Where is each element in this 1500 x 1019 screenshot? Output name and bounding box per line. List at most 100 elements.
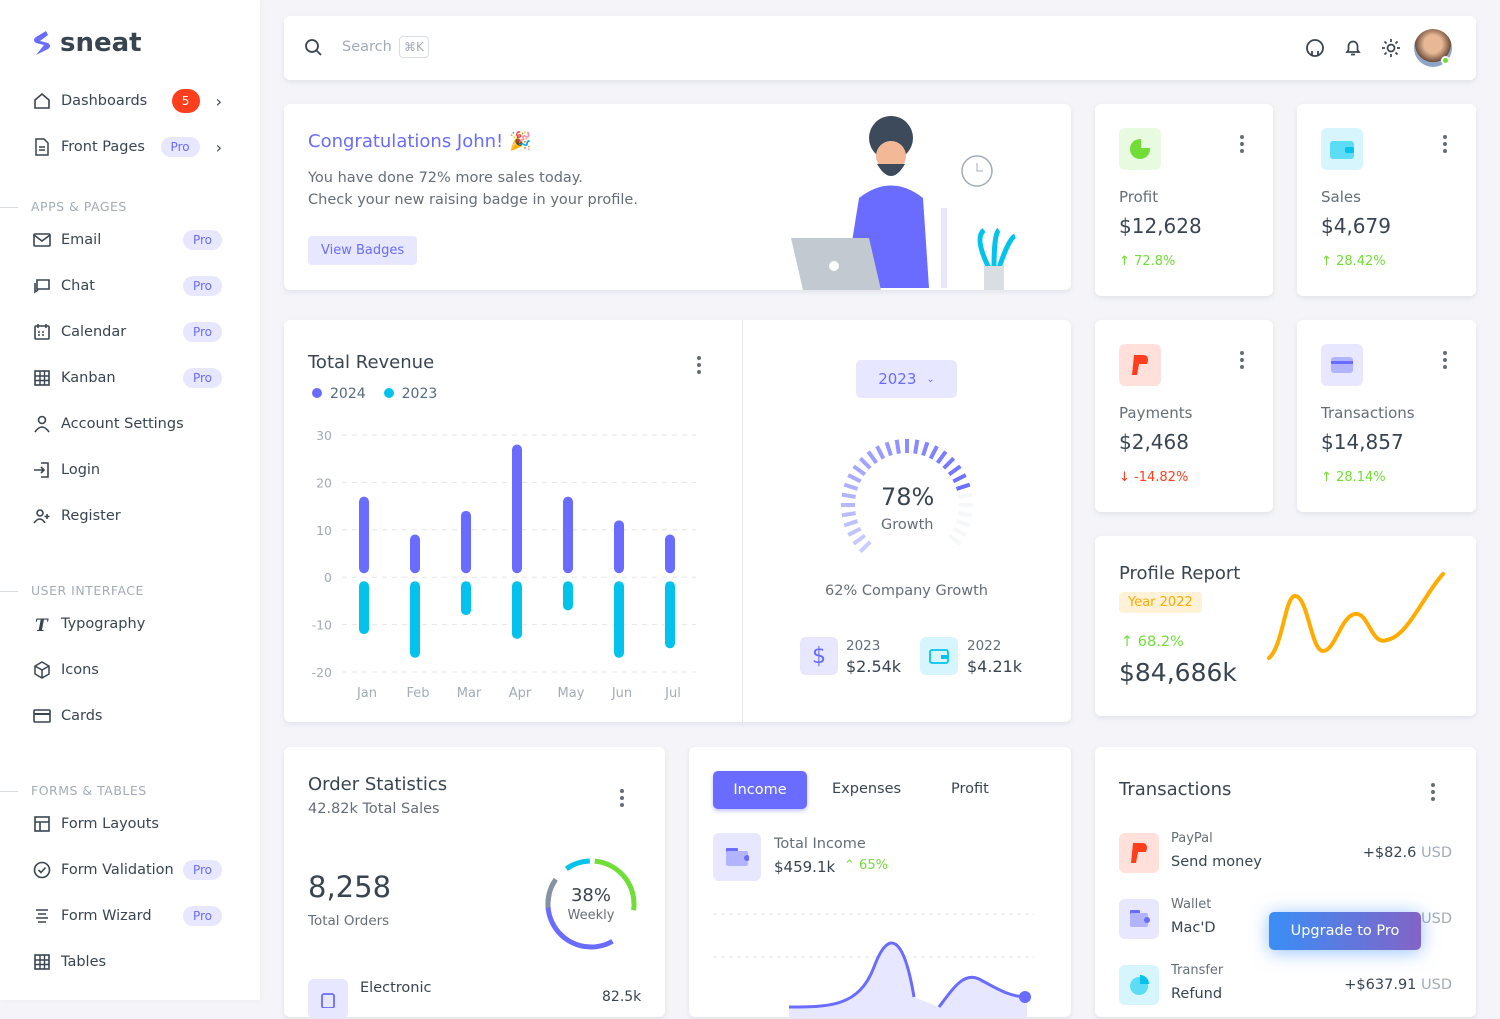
sidebar-item-form-validation[interactable]: Form Validation Pro — [32, 855, 222, 885]
stat-change-value: -14.82% — [1134, 470, 1189, 485]
sidebar-item-label: Tables — [61, 954, 107, 970]
growth-label: Growth — [881, 517, 934, 533]
income-label: Total Income — [774, 836, 866, 852]
top-navbar: Search ⌘K — [284, 16, 1476, 80]
sidebar-item-login[interactable]: Login — [32, 455, 222, 485]
wallet-icon — [1321, 128, 1363, 170]
stat-card-transactions: Transactions $14,857 ↑ 28.14% — [1297, 320, 1476, 512]
stat-change: ↑ 28.14% — [1321, 470, 1386, 485]
sidebar-item-label: Email — [61, 232, 102, 248]
paypal-icon — [1119, 344, 1161, 386]
more-options-icon[interactable] — [1443, 351, 1447, 369]
sidebar-item-kanban[interactable]: Kanban Pro — [32, 363, 222, 393]
pro-badge: Pro — [182, 276, 222, 296]
income-change: ⌃ 65% — [844, 858, 888, 873]
tab-expenses[interactable]: Expenses — [832, 781, 902, 797]
online-status-dot — [1441, 56, 1450, 65]
profile-value: $84,686k — [1119, 658, 1237, 687]
revenue-bar-chart: 30 20 10 0 -10 -20 Jan Feb Mar Apr May Jun Jul — [312, 428, 696, 701]
gauge-segment — [928, 445, 939, 460]
sneat-logo-icon — [34, 31, 50, 55]
sidebar-item-form-wizard[interactable]: Form Wizard Pro — [32, 901, 222, 931]
category-value: 82.5k — [602, 989, 642, 1005]
tab-profit[interactable]: Profit — [951, 781, 989, 797]
gauge-segment — [858, 540, 872, 554]
transaction-amount: USD — [1421, 911, 1452, 927]
sidebar-item-email[interactable]: Email Pro — [32, 225, 222, 255]
profile-report-card: Profile Report Year 2022 ↑ 68.2% $84,686… — [1095, 536, 1476, 716]
sidebar-item-label: Login — [61, 462, 101, 478]
more-options-icon[interactable] — [1240, 351, 1244, 369]
year-badge: Year 2022 — [1119, 592, 1202, 613]
search-input[interactable]: Search — [342, 39, 392, 55]
more-options-icon[interactable] — [1240, 135, 1244, 153]
y-tick-label: 0 — [324, 570, 332, 585]
sidebar-item-register[interactable]: Register — [32, 501, 222, 531]
section-header-forms-tables: FORMS & TABLES — [0, 783, 147, 798]
sidebar-item-dashboards[interactable]: Dashboards 5 › — [32, 86, 222, 116]
weekly-donut-chart — [545, 858, 637, 950]
y-tick-label: -20 — [312, 665, 332, 680]
bell-icon[interactable] — [1343, 38, 1363, 58]
divider — [742, 320, 743, 722]
stat-label: Payments — [1119, 404, 1193, 422]
sidebar-item-label: Typography — [61, 616, 146, 632]
summary-year: 2023 — [846, 638, 881, 654]
more-options-icon[interactable] — [620, 789, 624, 807]
growth-percent: 78% — [881, 483, 935, 511]
x-tick-label: Jan — [356, 686, 377, 701]
gauge-segment — [858, 456, 872, 470]
sidebar-item-chat[interactable]: Chat Pro — [32, 271, 222, 301]
more-options-icon[interactable] — [1443, 135, 1447, 153]
github-icon[interactable] — [1305, 38, 1325, 58]
summary-value: $4.21k — [967, 657, 1023, 676]
stat-label: Sales — [1321, 188, 1361, 206]
section-header-apps-pages: APPS & PAGES — [0, 199, 127, 214]
year-select-dropdown[interactable]: 2023 ⌄ — [856, 360, 957, 398]
sidebar-item-form-layouts[interactable]: Form Layouts — [32, 809, 222, 839]
arrow-up-icon: ↑ — [1321, 254, 1332, 269]
transaction-amount: +$637.91 USD — [1344, 977, 1452, 993]
more-options-icon[interactable] — [697, 356, 701, 374]
user-plus-icon — [32, 506, 52, 526]
calendar-icon — [32, 322, 52, 342]
sidebar-item-icons[interactable]: Icons — [32, 655, 222, 685]
gauge-segment — [843, 519, 859, 528]
sidebar-item-calendar[interactable]: Calendar Pro — [32, 317, 222, 347]
search-icon[interactable] — [304, 38, 324, 58]
sidebar-item-front-pages[interactable]: Front Pages Pro › — [32, 132, 222, 162]
sidebar-item-label: Chat — [61, 278, 95, 294]
arrow-up-icon: ↑ — [1321, 470, 1332, 485]
income-area-chart — [713, 913, 1034, 1017]
amount-value: +$82.6 — [1362, 845, 1417, 861]
pro-badge: Pro — [160, 137, 200, 157]
summary-value: $2.54k — [846, 657, 902, 676]
sidebar-item-typography[interactable]: T Typography — [32, 609, 222, 639]
chat-icon — [32, 276, 52, 296]
more-options-icon[interactable] — [1431, 783, 1435, 801]
upgrade-to-pro-button[interactable]: Upgrade to Pro — [1269, 912, 1421, 950]
view-badges-button[interactable]: View Badges — [308, 236, 418, 265]
y-tick-label: 30 — [316, 428, 332, 443]
sidebar-item-account-settings[interactable]: Account Settings — [32, 409, 222, 439]
brand-logo[interactable]: sneat — [32, 28, 142, 58]
stat-value: $14,857 — [1321, 430, 1404, 454]
sidebar-item-label: Cards — [61, 708, 103, 724]
chevron-right-icon: › — [215, 91, 222, 111]
tab-income[interactable]: Income — [713, 771, 807, 809]
paypal-icon — [1119, 833, 1159, 873]
sidebar-item-cards[interactable]: Cards — [32, 701, 222, 731]
wallet-icon — [713, 833, 761, 881]
gauge-segment — [921, 441, 930, 457]
stat-change: ↓ -14.82% — [1119, 470, 1188, 485]
user-icon — [32, 414, 52, 434]
wallet-icon — [920, 637, 958, 675]
sidebar-item-tables[interactable]: Tables — [32, 947, 222, 977]
chart-legend: 2024 2023 — [312, 386, 437, 402]
transaction-amount: +$82.6 USD — [1363, 845, 1452, 861]
sun-icon[interactable] — [1381, 38, 1401, 58]
profile-change: ↑ 68.2% — [1121, 634, 1184, 650]
grid-icon — [32, 368, 52, 388]
transaction-desc: Mac'D — [1171, 920, 1216, 936]
table-icon — [32, 952, 52, 972]
